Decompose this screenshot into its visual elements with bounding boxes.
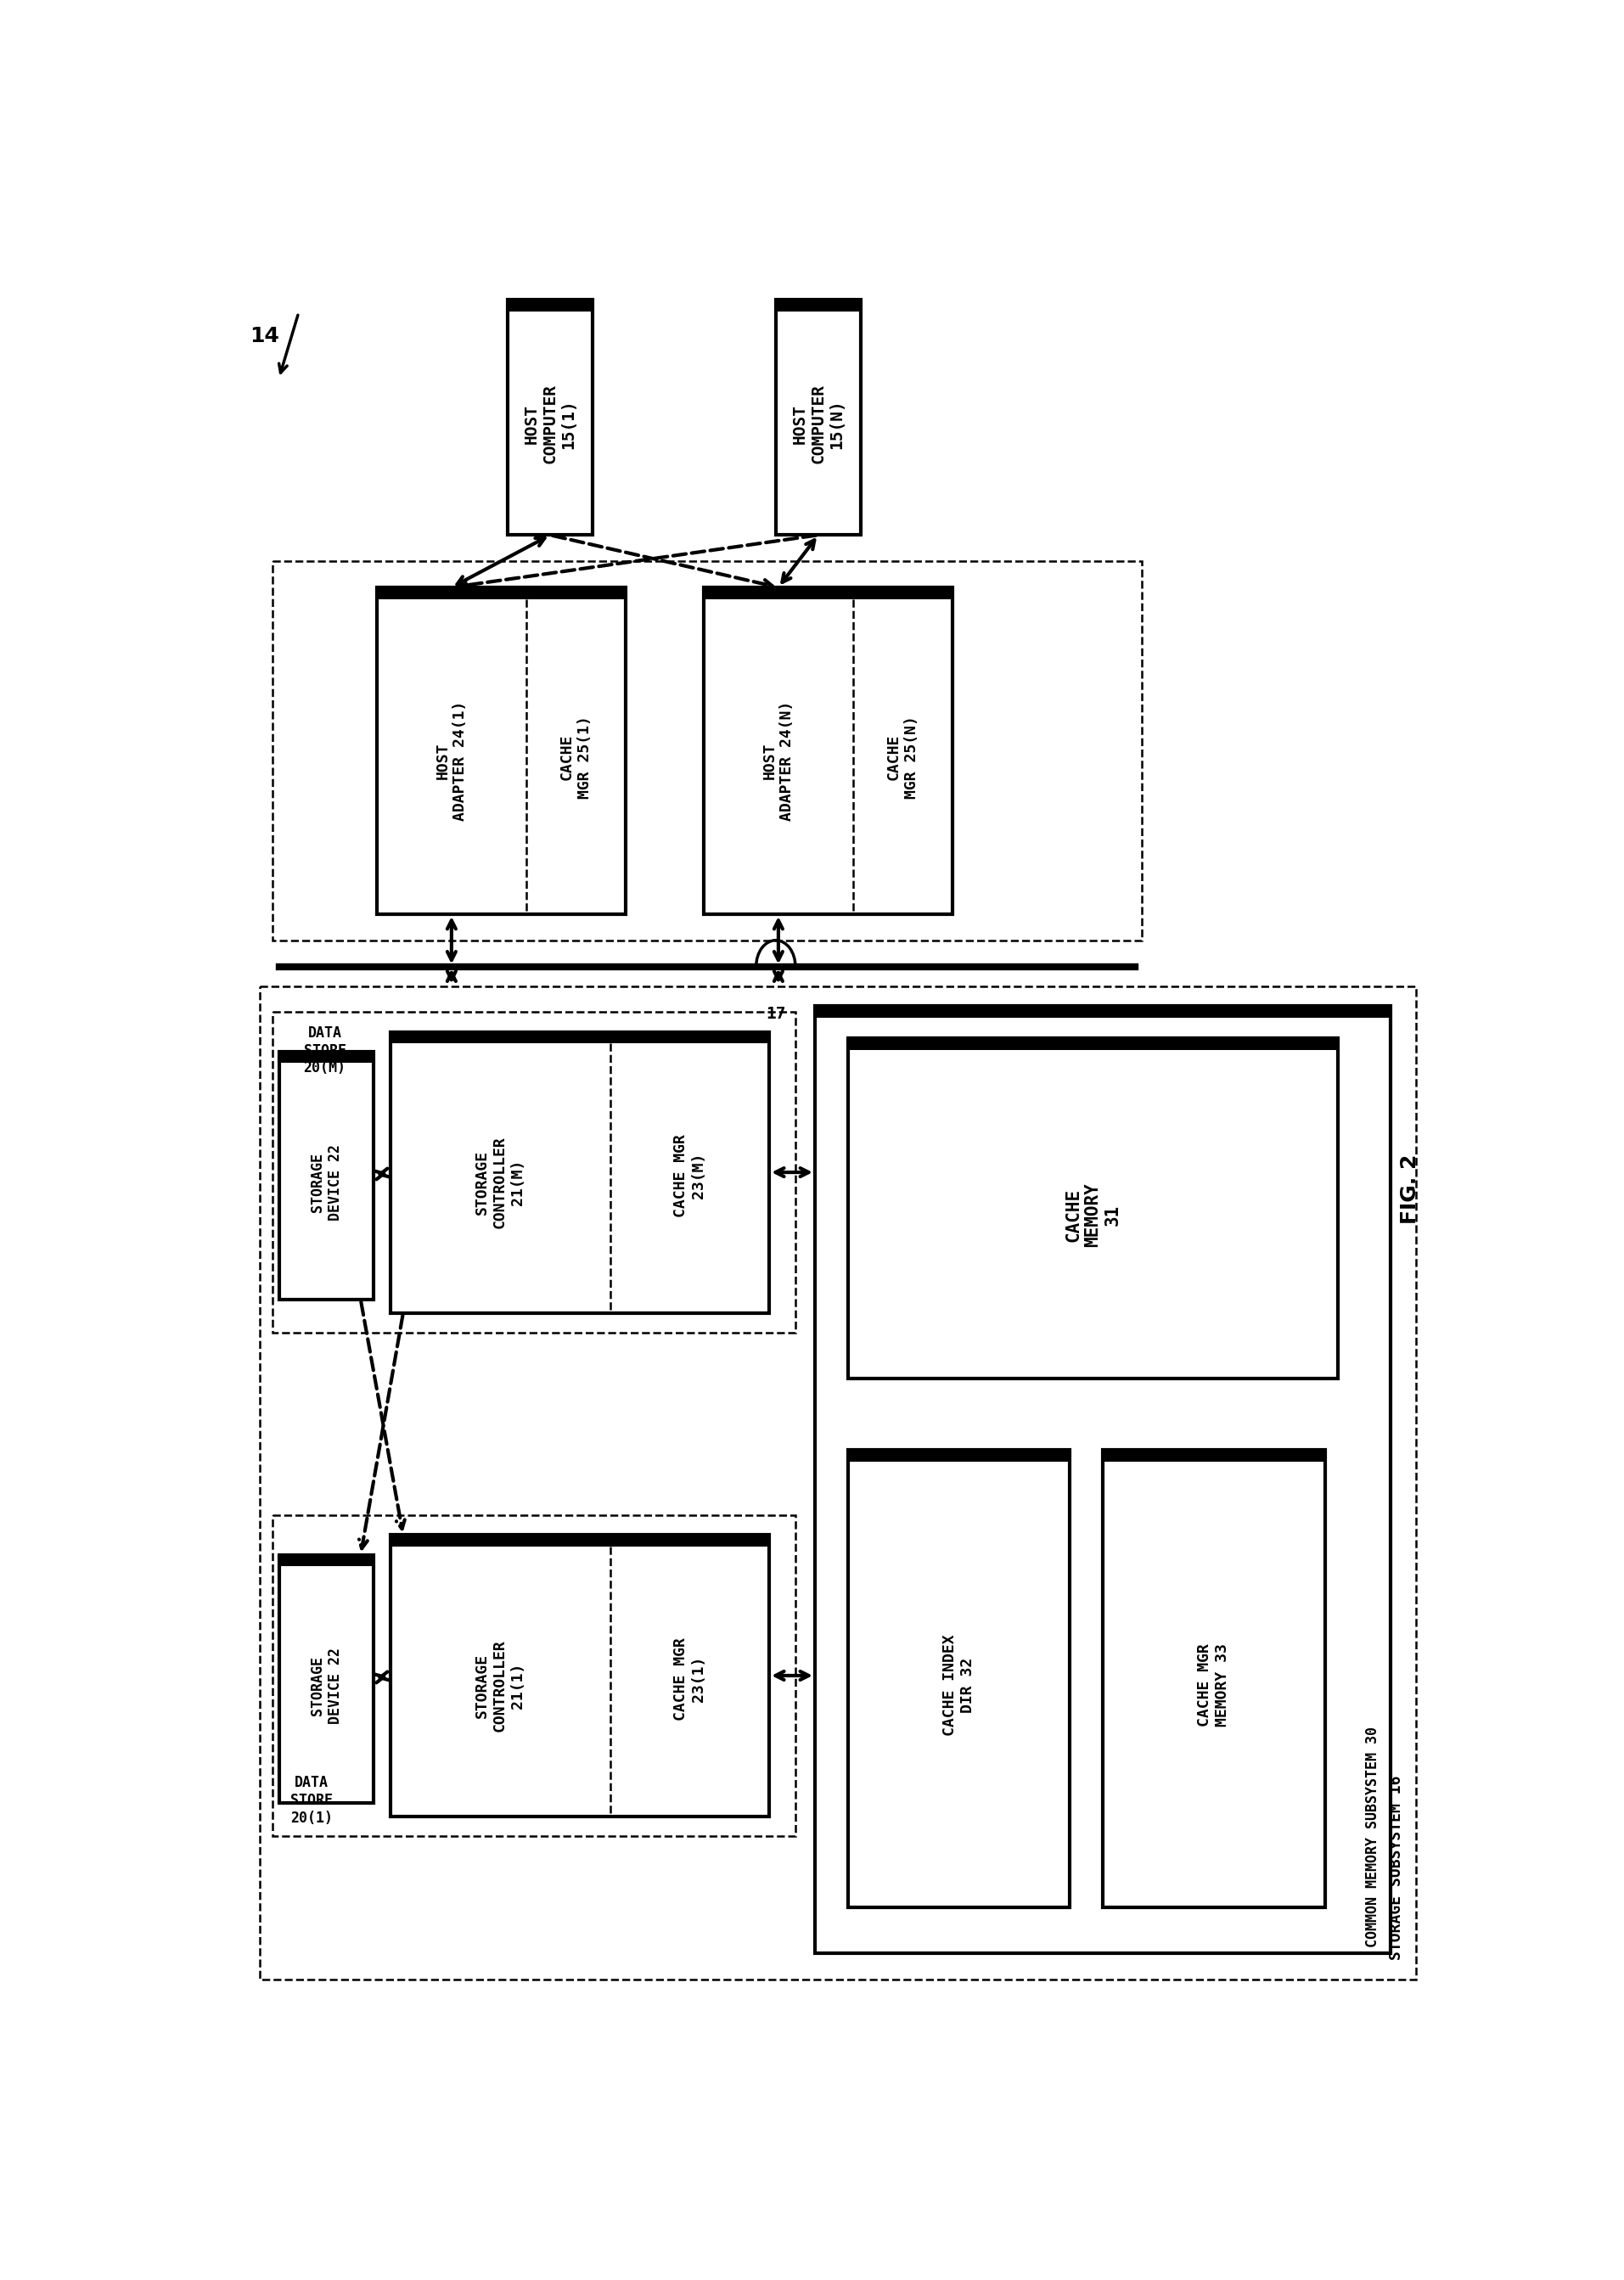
- Bar: [508, 299, 593, 312]
- Text: CACHE
MGR 25(1): CACHE MGR 25(1): [559, 716, 593, 798]
- Text: CACHE MGR
MEMORY 33: CACHE MGR MEMORY 33: [1197, 1644, 1231, 1726]
- Text: 14: 14: [250, 326, 279, 347]
- Text: STORAGE SUBSYSTEM 16: STORAGE SUBSYSTEM 16: [1389, 1776, 1405, 1961]
- Bar: [703, 588, 952, 914]
- Bar: [776, 299, 861, 312]
- Bar: [377, 588, 625, 600]
- Bar: [848, 1037, 1338, 1051]
- Bar: [776, 299, 861, 536]
- Bar: [703, 588, 952, 600]
- Text: STORAGE
DEVICE 22: STORAGE DEVICE 22: [310, 1646, 343, 1724]
- Bar: [1103, 1450, 1325, 1461]
- Text: CACHE INDEX
DIR 32: CACHE INDEX DIR 32: [942, 1635, 976, 1735]
- Text: HOST
ADAPTER 24(N): HOST ADAPTER 24(N): [762, 700, 794, 821]
- Bar: [377, 588, 625, 914]
- Text: HOST
COMPUTER
15(N): HOST COMPUTER 15(N): [791, 383, 844, 463]
- Bar: [390, 1534, 770, 1817]
- Text: COMMON MEMORY SUBSYSTEM 30: COMMON MEMORY SUBSYSTEM 30: [1366, 1726, 1380, 1947]
- Text: FIG. 2: FIG. 2: [1400, 1154, 1419, 1224]
- Bar: [390, 1534, 770, 1546]
- Text: STORAGE
CONTROLLER
21(M): STORAGE CONTROLLER 21(M): [474, 1135, 525, 1229]
- Bar: [273, 1516, 796, 1835]
- Bar: [279, 1051, 374, 1300]
- Bar: [848, 1450, 1070, 1908]
- Text: CACHE
MGR 25(N): CACHE MGR 25(N): [887, 716, 919, 798]
- Text: STORAGE
DEVICE 22: STORAGE DEVICE 22: [310, 1145, 343, 1220]
- Text: CACHE MGR
23(M): CACHE MGR 23(M): [672, 1133, 706, 1218]
- Bar: [815, 1005, 1390, 1954]
- Bar: [279, 1051, 374, 1062]
- Bar: [848, 1450, 1070, 1461]
- Bar: [273, 1012, 796, 1332]
- Bar: [390, 1033, 770, 1313]
- Text: HOST
ADAPTER 24(1): HOST ADAPTER 24(1): [435, 700, 468, 821]
- Bar: [260, 985, 1416, 1979]
- Bar: [848, 1037, 1338, 1377]
- Text: DATA
STORE
20(1): DATA STORE 20(1): [291, 1776, 333, 1826]
- Bar: [279, 1555, 374, 1566]
- Bar: [273, 561, 1142, 939]
- Bar: [1103, 1450, 1325, 1908]
- Text: CACHE MGR
23(1): CACHE MGR 23(1): [672, 1637, 706, 1721]
- Bar: [279, 1555, 374, 1803]
- Text: CACHE
MEMORY
31: CACHE MEMORY 31: [1065, 1183, 1121, 1247]
- Bar: [815, 1005, 1390, 1017]
- Text: DATA
STORE
20(M): DATA STORE 20(M): [304, 1026, 346, 1076]
- Text: HOST
COMPUTER
15(1): HOST COMPUTER 15(1): [523, 383, 577, 463]
- Text: 17: 17: [767, 1005, 786, 1021]
- Bar: [390, 1033, 770, 1044]
- Bar: [508, 299, 593, 536]
- Text: STORAGE
CONTROLLER
21(1): STORAGE CONTROLLER 21(1): [474, 1639, 525, 1731]
